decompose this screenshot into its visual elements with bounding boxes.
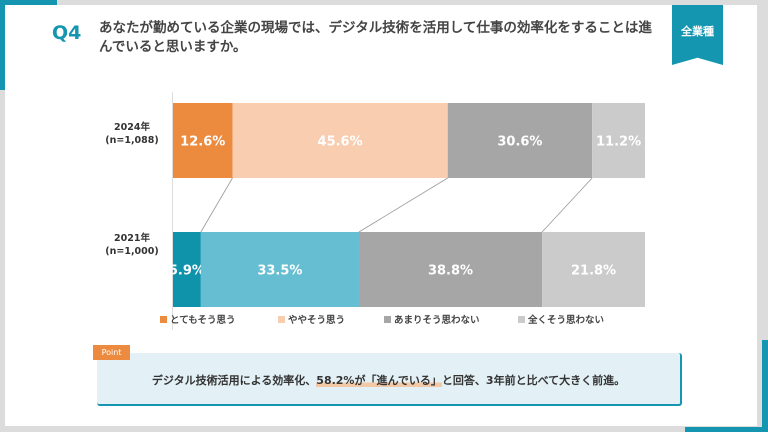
data-label: 12.6% <box>180 135 225 150</box>
accent-top-left <box>0 0 57 5</box>
year-label: 2024年 <box>114 122 150 133</box>
year-label: 2021年 <box>114 233 150 244</box>
bar-segment <box>358 232 543 307</box>
bar-segment <box>200 232 359 307</box>
legend-swatch <box>160 315 167 323</box>
bar-segment <box>592 103 645 178</box>
bar-segment <box>447 103 593 178</box>
category-label-2024: 2024年 (n=1,088) <box>100 121 164 147</box>
data-label: 5.9% <box>169 264 205 279</box>
legend-item: 全くそう思わない <box>518 312 604 326</box>
legend-label: 全くそう思わない <box>528 315 605 326</box>
question-number: Q4 <box>52 22 82 44</box>
connector-line <box>358 177 448 233</box>
connector-line <box>541 177 593 233</box>
legend-item: ややそう思う <box>278 312 384 326</box>
data-label: 45.6% <box>318 135 363 150</box>
accent-left <box>0 0 5 90</box>
point-text: と回答、3年前と比べて大きく前進。 <box>441 374 626 387</box>
data-label: 30.6% <box>497 135 542 150</box>
sample-size: (n=1,000) <box>105 246 159 257</box>
sample-size: (n=1,088) <box>105 135 159 146</box>
chart-axis <box>172 92 173 330</box>
legend-item: とてもそう思う <box>160 312 278 326</box>
question-title: あなたが勤めている企業の現場では、デジタル技術を活用して仕事の効率化をすることは… <box>99 20 652 55</box>
accent-right <box>762 340 768 432</box>
bar-segment <box>173 103 233 178</box>
industry-badge: 全業種 <box>672 5 723 65</box>
point-box: デジタル技術活用による効率化、58.2%が「進んでいる」と回答、3年前と比べて大… <box>97 353 682 406</box>
bar-segment <box>542 232 645 307</box>
legend-label: ややそう思う <box>288 315 346 326</box>
point-highlight: 58.2%が「進んでいる」 <box>316 374 442 387</box>
data-label: 11.2% <box>596 135 641 150</box>
legend: とてもそう思う ややそう思う あまりそう思わない 全くそう思わない <box>160 312 604 326</box>
bar-segment <box>173 232 201 307</box>
legend-swatch <box>384 315 391 323</box>
category-label-2021: 2021年 (n=1,000) <box>100 232 164 258</box>
accent-bottom-right <box>685 427 768 432</box>
bar-segment <box>232 103 448 178</box>
legend-item: あまりそう思わない <box>384 312 518 326</box>
point-text: デジタル技術活用による効率化、 <box>151 374 317 387</box>
data-label: 21.8% <box>571 264 616 279</box>
legend-label: あまりそう思わない <box>394 315 480 326</box>
data-label: 38.8% <box>428 264 473 279</box>
data-label: 33.5% <box>257 264 302 279</box>
legend-swatch <box>518 315 525 323</box>
point-tag: Point <box>93 345 130 360</box>
legend-label: とてもそう思う <box>170 315 236 326</box>
connector-line <box>200 177 233 233</box>
legend-swatch <box>278 315 285 323</box>
